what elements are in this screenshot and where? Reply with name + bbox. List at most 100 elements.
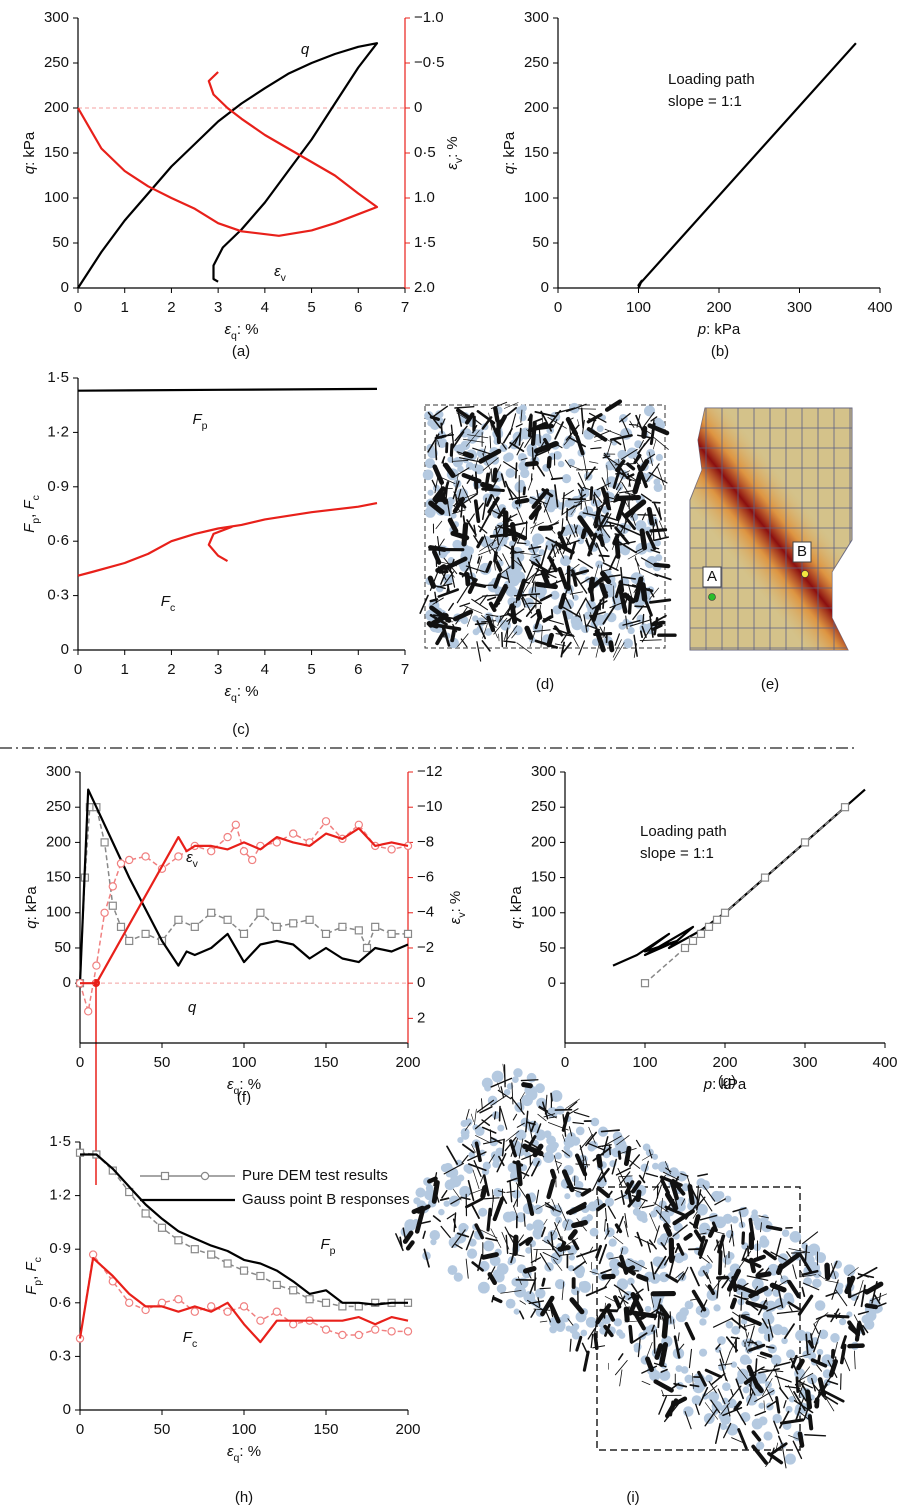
force-chain bbox=[787, 1385, 798, 1403]
force-chain bbox=[487, 1272, 497, 1286]
particle bbox=[532, 1157, 542, 1167]
force-chain bbox=[597, 500, 610, 509]
force-chain bbox=[529, 595, 543, 605]
force-chain bbox=[503, 544, 518, 554]
force-chain bbox=[649, 598, 672, 604]
force-chain bbox=[501, 1138, 505, 1157]
force-chain bbox=[729, 1297, 737, 1310]
force-chain bbox=[760, 1368, 784, 1373]
particle bbox=[659, 1239, 667, 1247]
particle bbox=[830, 1333, 840, 1343]
force-chain bbox=[520, 457, 528, 461]
force-chain bbox=[540, 410, 553, 432]
force-chain bbox=[633, 453, 642, 464]
particle bbox=[493, 1271, 505, 1283]
force-chain bbox=[530, 420, 537, 446]
force-chain bbox=[561, 1281, 565, 1301]
particle bbox=[595, 560, 604, 569]
force-chain bbox=[624, 1213, 628, 1228]
force-chain bbox=[518, 1138, 524, 1159]
force-chain bbox=[562, 1134, 566, 1142]
particle bbox=[460, 1127, 470, 1137]
force-chain bbox=[720, 1402, 731, 1415]
force-chain bbox=[828, 1359, 838, 1378]
text-part: q bbox=[234, 1452, 240, 1464]
force-chain bbox=[574, 525, 578, 534]
force-chain bbox=[649, 587, 659, 600]
particle bbox=[512, 625, 523, 636]
force-chain bbox=[693, 1229, 704, 1243]
marker bbox=[321, 1325, 331, 1334]
particle bbox=[655, 453, 663, 462]
force-chain bbox=[502, 553, 511, 569]
y2-tick-label: 0·5 bbox=[414, 144, 436, 161]
marker bbox=[371, 1298, 380, 1307]
force-chain bbox=[474, 1108, 477, 1126]
force-chain bbox=[452, 623, 458, 633]
y-axis-label: Fp, Fc bbox=[23, 1257, 44, 1295]
force-chain bbox=[567, 1318, 574, 1326]
force-chain bbox=[701, 1385, 718, 1399]
force-chain bbox=[714, 1422, 721, 1444]
force-chain bbox=[641, 512, 646, 521]
y-tick-label: 200 bbox=[524, 99, 549, 116]
y-tick-label: 150 bbox=[524, 144, 549, 161]
force-chain bbox=[746, 1275, 769, 1281]
force-chain bbox=[741, 1248, 748, 1262]
force-chain bbox=[646, 506, 655, 526]
force-chain bbox=[534, 639, 559, 649]
particle bbox=[814, 1300, 826, 1311]
marker bbox=[272, 1307, 281, 1316]
force-chain bbox=[519, 1092, 525, 1101]
particle bbox=[572, 1323, 580, 1331]
force-chain bbox=[721, 1277, 730, 1289]
force-chain bbox=[813, 1323, 819, 1334]
force-chain bbox=[521, 1152, 539, 1161]
force-chain bbox=[633, 576, 644, 588]
force-chain bbox=[540, 569, 550, 586]
force-chain bbox=[658, 507, 662, 521]
force-chain bbox=[426, 620, 440, 629]
force-chain bbox=[495, 536, 504, 552]
particle bbox=[632, 1207, 641, 1216]
force-chain bbox=[545, 1205, 562, 1213]
mesh-panel bbox=[689, 407, 853, 651]
force-chain bbox=[471, 1261, 484, 1272]
force-chain bbox=[813, 1341, 818, 1353]
force-chain bbox=[478, 535, 485, 544]
force-chain bbox=[429, 415, 440, 421]
force-chain bbox=[599, 626, 607, 638]
y-tick-label: 0 bbox=[63, 1401, 71, 1418]
force-chain bbox=[622, 437, 626, 452]
particle bbox=[478, 1207, 488, 1217]
force-chain bbox=[541, 414, 544, 426]
particle bbox=[462, 456, 469, 464]
force-chain bbox=[618, 412, 631, 423]
particle bbox=[568, 1254, 576, 1261]
force-chain bbox=[738, 1314, 750, 1316]
force-chain bbox=[654, 1184, 662, 1206]
force-chain bbox=[485, 1237, 499, 1242]
force-chain bbox=[765, 1387, 774, 1402]
particle bbox=[726, 1252, 735, 1261]
force-chain bbox=[737, 1428, 748, 1450]
force-chain bbox=[628, 423, 638, 426]
force-chain bbox=[570, 465, 583, 471]
force-chain bbox=[531, 561, 549, 573]
force-chain bbox=[653, 1225, 660, 1243]
force-chain bbox=[504, 628, 508, 640]
force-chain bbox=[484, 472, 490, 487]
force-chain bbox=[529, 521, 545, 529]
particle bbox=[609, 1258, 621, 1270]
particle bbox=[577, 537, 585, 545]
force-chain bbox=[723, 1422, 732, 1439]
y2-tick-label: 2 bbox=[417, 1009, 425, 1026]
force-chain bbox=[655, 1329, 658, 1338]
particle bbox=[543, 1130, 552, 1139]
force-chain bbox=[835, 1289, 848, 1307]
force-chain bbox=[538, 428, 541, 444]
particle bbox=[483, 1240, 495, 1252]
force-chain bbox=[850, 1288, 867, 1298]
force-chain bbox=[630, 1332, 648, 1344]
